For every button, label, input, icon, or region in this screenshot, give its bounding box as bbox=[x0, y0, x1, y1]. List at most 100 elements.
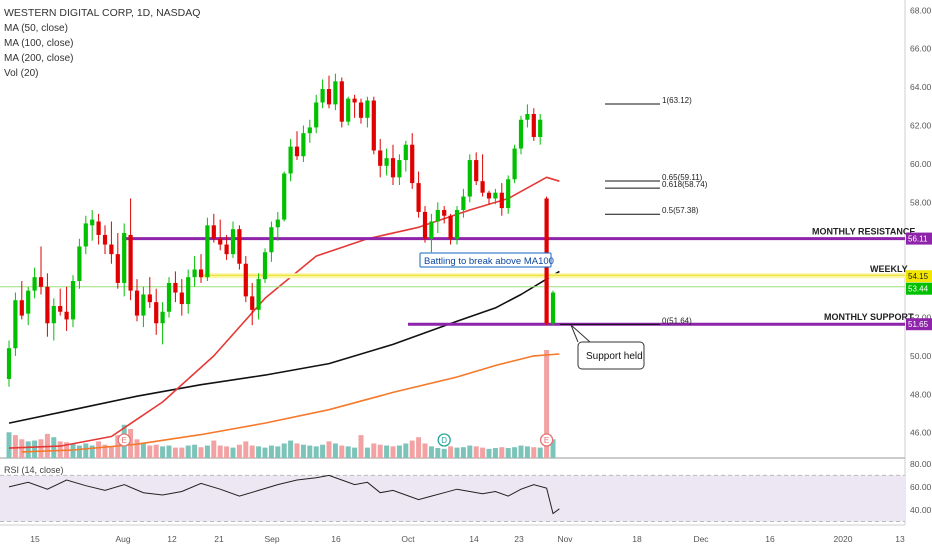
support-note-box[interactable] bbox=[577, 341, 645, 370]
support-price-badge-text: 51.65 bbox=[908, 320, 929, 329]
volume-bar bbox=[416, 437, 422, 458]
volume-bar bbox=[275, 446, 281, 458]
volume-bar bbox=[332, 443, 338, 458]
candle bbox=[339, 81, 344, 122]
candle bbox=[83, 223, 88, 247]
candle bbox=[13, 300, 18, 349]
event-marker-label: E bbox=[122, 436, 127, 445]
volume-bar bbox=[518, 445, 524, 458]
volume-bar bbox=[96, 441, 102, 458]
candle bbox=[326, 89, 332, 105]
rsi-tick-label: 80.00 bbox=[910, 459, 932, 469]
candle bbox=[518, 119, 524, 149]
candle bbox=[378, 150, 383, 166]
volume-bar bbox=[537, 447, 543, 458]
candle bbox=[256, 279, 261, 310]
volume-bar bbox=[262, 447, 268, 458]
event-marker-label: E bbox=[544, 436, 549, 445]
candle bbox=[410, 144, 415, 184]
volume-bar bbox=[326, 441, 332, 458]
rsi-line bbox=[8, 474, 560, 515]
candle bbox=[486, 192, 492, 199]
ma100-note-box[interactable] bbox=[419, 252, 552, 268]
fib-label: 1(63.12) bbox=[662, 96, 692, 105]
candle bbox=[6, 348, 12, 379]
volume-bar bbox=[153, 444, 159, 458]
candle bbox=[205, 225, 210, 278]
volume-bar bbox=[294, 443, 300, 458]
candle bbox=[397, 160, 402, 178]
candle bbox=[102, 234, 108, 245]
fib-label: 0.618(58.74) bbox=[662, 180, 708, 189]
volume-bar bbox=[486, 448, 492, 458]
price-tick-label: 62.00 bbox=[910, 121, 932, 131]
time-tick-label: 18 bbox=[632, 534, 642, 544]
volume-bar bbox=[403, 443, 409, 458]
event-marker[interactable] bbox=[117, 433, 131, 447]
volume-bar bbox=[428, 446, 434, 458]
volume-bar bbox=[256, 446, 262, 458]
volume-bar bbox=[281, 443, 287, 458]
weekly-price-badge-text: 54.15 bbox=[908, 272, 929, 281]
volume-bar bbox=[38, 439, 44, 458]
study-ma50-label[interactable]: MA (50, close) bbox=[4, 23, 68, 34]
volume-bar bbox=[185, 445, 191, 458]
volume-bar bbox=[550, 439, 556, 458]
volume-bar bbox=[320, 444, 326, 458]
candle bbox=[365, 100, 370, 118]
time-tick-label: Sep bbox=[264, 534, 279, 544]
time-tick-label: 16 bbox=[765, 534, 775, 544]
volume-bar bbox=[300, 444, 306, 458]
candle bbox=[448, 215, 453, 239]
volume-bar bbox=[217, 445, 223, 458]
event-marker[interactable] bbox=[437, 433, 451, 447]
candle bbox=[531, 113, 536, 138]
candle bbox=[173, 282, 178, 293]
candle bbox=[211, 225, 216, 239]
volume-bar bbox=[352, 447, 358, 458]
candle bbox=[384, 158, 389, 166]
price-tick-label: 60.00 bbox=[910, 159, 932, 169]
study-volume-label[interactable]: Vol (20) bbox=[4, 68, 39, 79]
volume-bar bbox=[339, 445, 345, 458]
candle bbox=[294, 146, 300, 157]
candle bbox=[224, 244, 229, 255]
support-note-text: Support held bbox=[586, 351, 643, 362]
candle bbox=[262, 252, 268, 280]
price-tick-label: 48.00 bbox=[910, 389, 932, 399]
candle bbox=[461, 196, 466, 210]
study-ma100-label[interactable]: MA (100, close) bbox=[4, 38, 74, 49]
study-ma200-label[interactable]: MA (200, close) bbox=[4, 53, 74, 64]
candle bbox=[512, 148, 517, 180]
candle bbox=[550, 292, 556, 324]
candle bbox=[32, 277, 37, 291]
volume-bar bbox=[192, 444, 198, 458]
time-tick-label: 21 bbox=[214, 534, 224, 544]
time-tick-label: 16 bbox=[331, 534, 341, 544]
symbol-label[interactable]: WESTERN DIGITAL CORP, 1D, NASDAQ bbox=[4, 7, 201, 19]
candle bbox=[506, 179, 511, 209]
event-marker[interactable] bbox=[539, 433, 554, 447]
candle bbox=[352, 98, 357, 103]
time-tick-label: Dec bbox=[693, 534, 709, 544]
volume-bar bbox=[204, 445, 210, 458]
rsi-legend[interactable]: RSI (14, close) bbox=[4, 465, 64, 475]
fib-label: 0(51.64) bbox=[662, 316, 692, 325]
candle bbox=[282, 173, 287, 220]
price-tick-label: 64.00 bbox=[910, 82, 932, 92]
volume-bar bbox=[83, 443, 89, 458]
candle bbox=[45, 286, 50, 324]
candle bbox=[250, 296, 255, 310]
volume-bar bbox=[179, 447, 185, 458]
candle bbox=[288, 146, 293, 174]
candle bbox=[320, 89, 325, 103]
candle bbox=[301, 133, 306, 157]
candle bbox=[38, 277, 44, 287]
fib-label: 0.5(57.38) bbox=[662, 206, 699, 215]
candle bbox=[371, 100, 376, 151]
candle bbox=[435, 209, 440, 222]
price-tick-label: 46.00 bbox=[910, 428, 932, 438]
time-tick-label: Nov bbox=[557, 534, 573, 544]
